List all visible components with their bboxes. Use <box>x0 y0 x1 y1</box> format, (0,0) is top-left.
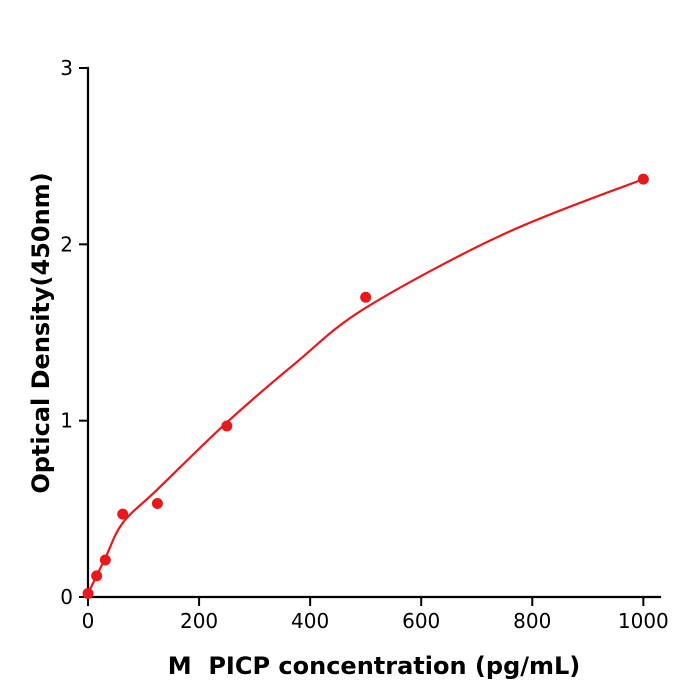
data-point <box>637 173 649 185</box>
y-tick-label: 2 <box>60 232 73 256</box>
x-axis-title: M PICP concentration (pg/mL) <box>167 652 581 680</box>
data-point <box>151 498 163 510</box>
x-tick-label: 400 <box>291 609 329 633</box>
data-point <box>82 587 94 599</box>
fit-curve <box>86 178 645 595</box>
y-tick-label: 3 <box>60 56 73 80</box>
data-point <box>360 291 372 303</box>
y-axis-title: Optical Density(450nm) <box>27 172 55 494</box>
x-tick-label: 800 <box>513 609 551 633</box>
x-tick-label: 200 <box>180 609 218 633</box>
x-tick-label: 600 <box>402 609 440 633</box>
x-tick-label: 0 <box>82 609 95 633</box>
y-tick-label: 0 <box>60 585 73 609</box>
data-point <box>99 554 111 566</box>
data-point <box>91 570 103 582</box>
data-point <box>221 420 233 432</box>
data-point <box>117 508 129 520</box>
y-tick-label: 1 <box>60 409 73 433</box>
x-tick-label: 1000 <box>618 609 669 633</box>
